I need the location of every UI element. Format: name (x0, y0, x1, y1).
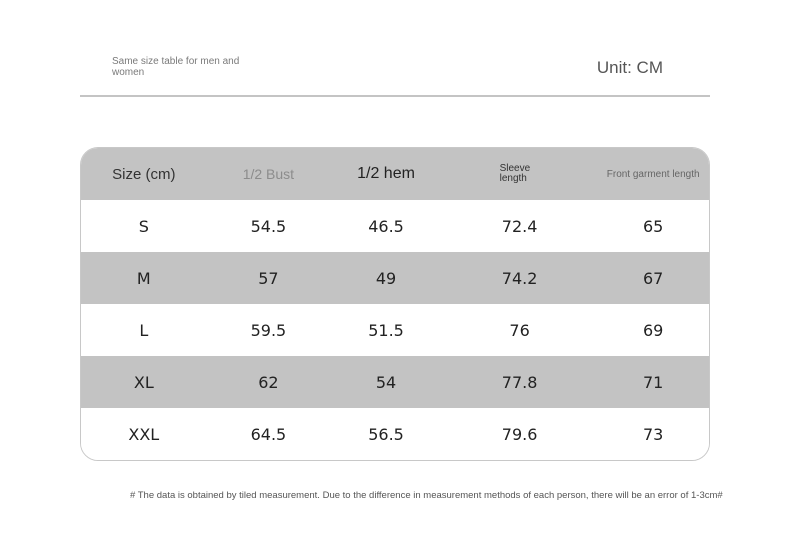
hem-cell: 46.5 (368, 216, 404, 236)
column-header-hem: 1/2 hem (357, 165, 415, 182)
table-row: S 54.5 46.5 72.4 65 (81, 200, 709, 252)
size-cell: XXL (128, 424, 160, 444)
column-header-size: Size (cm) (112, 165, 176, 183)
bust-cell: 54.5 (250, 216, 287, 236)
front-garment-length-cell: 73 (642, 424, 664, 444)
hem-cell: 51.5 (368, 320, 404, 340)
sleeve-length-cell: 74.2 (501, 268, 538, 288)
bust-cell: 64.5 (250, 424, 287, 444)
front-garment-length-cell: 71 (642, 372, 664, 392)
column-header-front-garment-length: Front garment length (606, 168, 700, 180)
column-header-sleeve-length: Sleeve length (499, 163, 531, 184)
table-header-row: Size (cm) 1/2 Bust 1/2 hem Sleeve length… (81, 148, 709, 200)
table-row: L 59.5 51.5 76 69 (81, 304, 709, 356)
unit-label: Unit: CM (596, 58, 663, 77)
bust-cell: 59.5 (250, 320, 287, 340)
size-cell: M (136, 268, 151, 288)
front-garment-length-cell: 69 (642, 320, 664, 340)
bust-cell: 62 (258, 372, 279, 392)
column-header-bust: 1/2 Bust (242, 166, 295, 182)
sleeve-length-cell: 72.4 (501, 216, 538, 236)
sleeve-length-cell: 77.8 (501, 372, 538, 392)
size-table-subtitle: Same size table for men and women (112, 56, 240, 78)
size-cell: S (138, 216, 149, 236)
header-divider (80, 95, 710, 97)
bust-cell: 57 (258, 268, 279, 288)
size-table: Size (cm) 1/2 Bust 1/2 hem Sleeve length… (80, 147, 710, 461)
table-row: XXL 64.5 56.5 79.6 73 (81, 408, 709, 460)
size-cell: L (139, 320, 149, 340)
table-row: M 57 49 74.2 67 (81, 252, 709, 304)
front-garment-length-cell: 65 (642, 216, 664, 236)
hem-cell: 56.5 (368, 424, 404, 444)
table-row: XL 62 54 77.8 71 (81, 356, 709, 408)
front-garment-length-cell: 67 (642, 268, 664, 288)
sleeve-length-cell: 76 (509, 320, 530, 340)
measurement-footnote: # The data is obtained by tiled measurem… (130, 490, 723, 501)
hem-cell: 49 (375, 268, 397, 288)
sleeve-length-cell: 79.6 (501, 424, 538, 444)
size-cell: XL (133, 372, 154, 392)
hem-cell: 54 (375, 372, 397, 392)
